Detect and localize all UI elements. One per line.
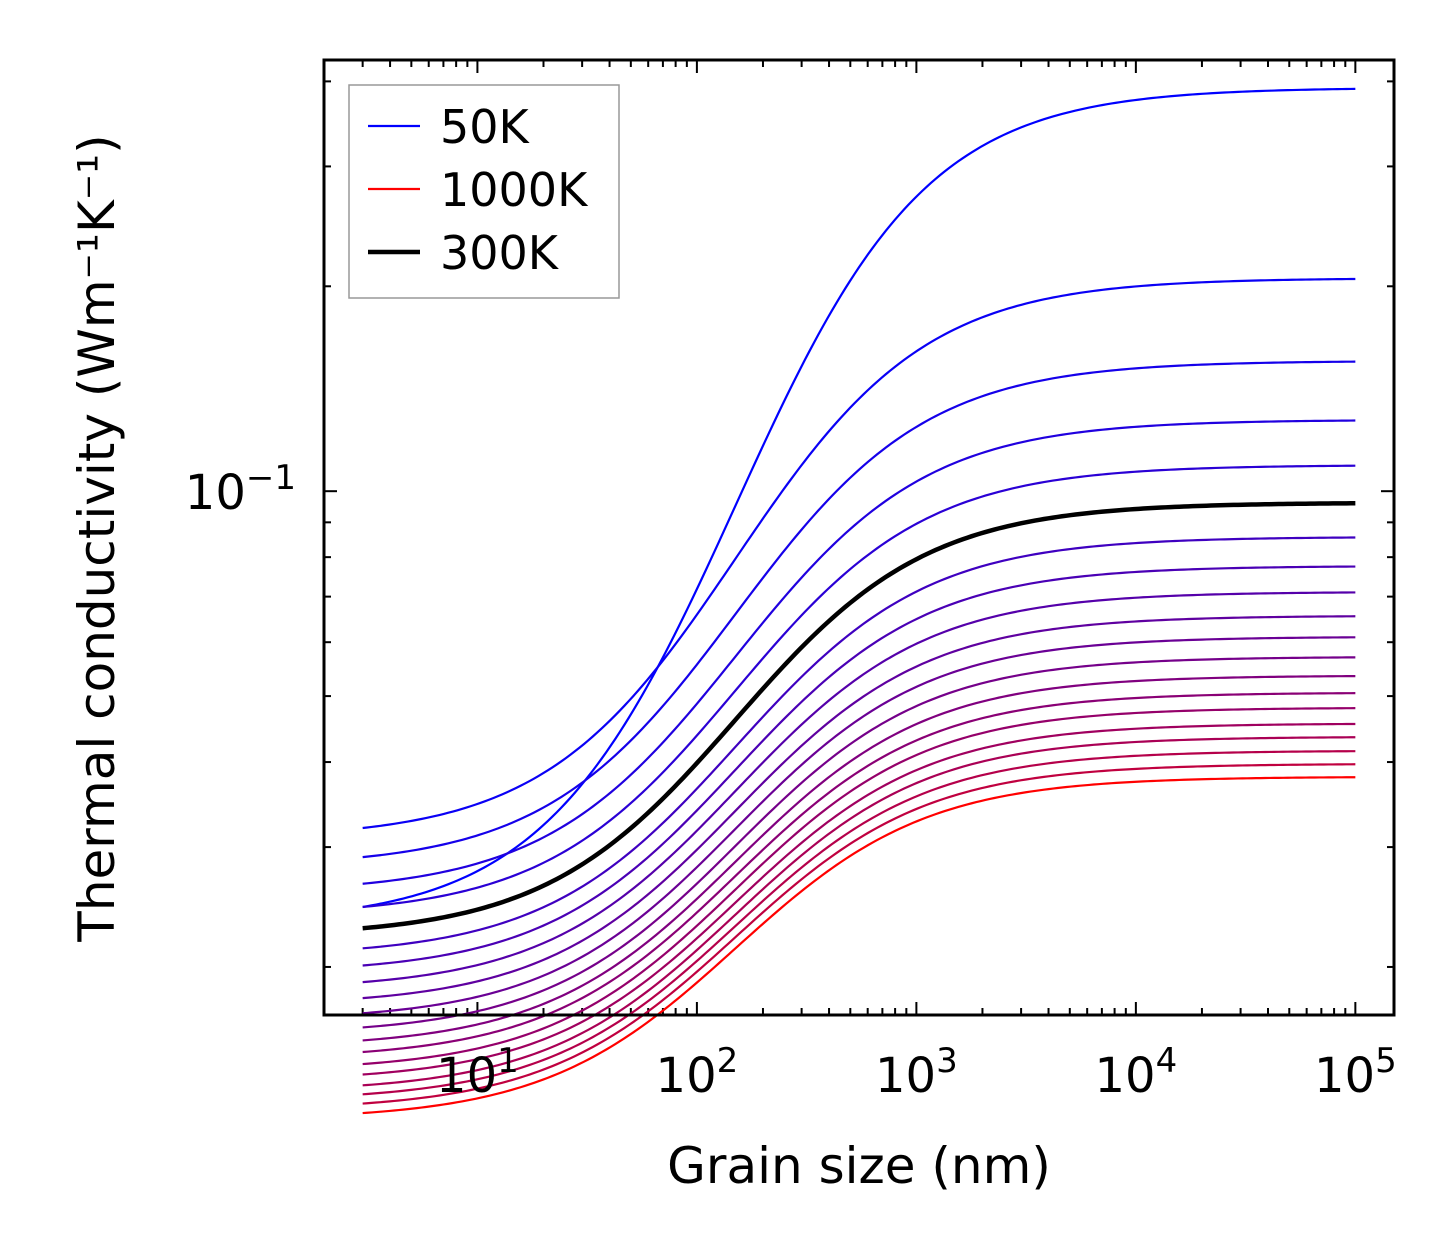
x-tick-label: 101 (436, 1041, 519, 1104)
legend-box (348, 84, 620, 299)
legend-label: 300K (440, 226, 560, 280)
series-line-550K (362, 636, 1356, 1015)
x-tick-label: 102 (656, 1041, 739, 1104)
x-tick-labels: 101 102 103 104 105 (436, 1041, 1397, 1104)
x-axis-label: Grain size (nm) (667, 1137, 1051, 1195)
series-line-300K (362, 501, 1356, 931)
series-line-200K (362, 419, 1356, 885)
series-line-950K (362, 763, 1356, 1105)
x-tick-label: 105 (1314, 1041, 1397, 1104)
plot-frame (322, 58, 1396, 1017)
series-line-450K (362, 591, 1356, 984)
series-line-650K (362, 674, 1356, 1042)
series-line-600K (362, 656, 1356, 1029)
legend-label: 50K (440, 100, 531, 154)
series-line-900K (362, 750, 1356, 1096)
series-line-500K (362, 615, 1356, 1000)
series-line-750K (362, 707, 1356, 1066)
legend-label: 1000K (440, 163, 589, 217)
y-tick-label: 10−1 (185, 458, 296, 521)
y-axis-label: Thermal conductivity (Wm⁻¹K⁻¹) (68, 134, 126, 942)
series-line-150K (362, 360, 1356, 859)
series-line-400K (362, 565, 1356, 967)
series-line-700K (362, 692, 1356, 1054)
x-tick-label: 104 (1095, 1041, 1178, 1104)
series-line-100K (362, 277, 1356, 830)
series-line-850K (362, 736, 1356, 1087)
series-line-350K (362, 536, 1356, 950)
legend: 50K 1000K 300K (348, 84, 620, 299)
series-line-1000K (362, 776, 1356, 1115)
series-layer (362, 87, 1356, 1115)
series-line-250K (362, 464, 1356, 909)
series-line-800K (362, 722, 1356, 1076)
series-line-50K (362, 87, 1356, 909)
x-tick-label: 103 (875, 1041, 958, 1104)
y-tick-labels: 10−1 (185, 458, 296, 521)
